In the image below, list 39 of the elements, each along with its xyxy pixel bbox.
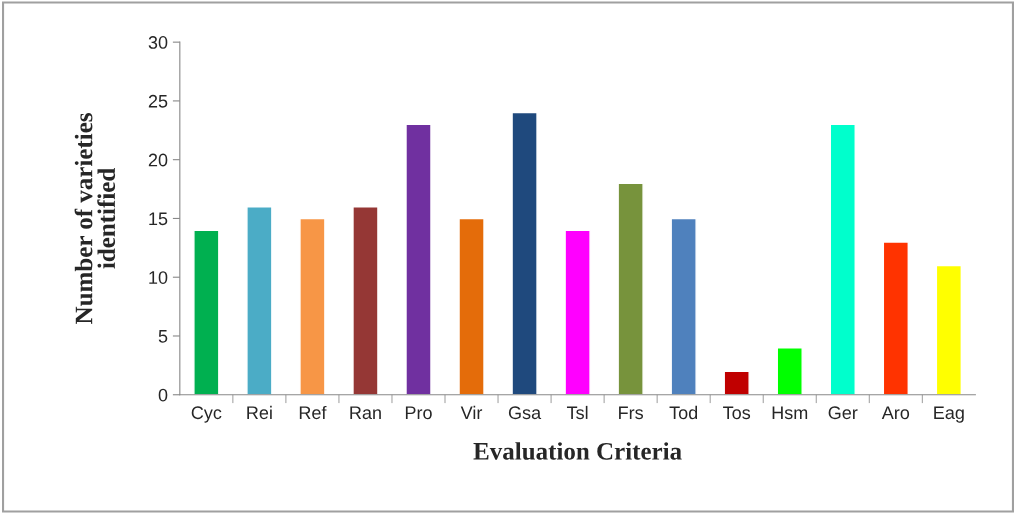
y-tick-label: 5: [158, 330, 168, 343]
bar: [617, 182, 644, 395]
x-tick-label: Ran: [350, 406, 381, 420]
bar: [193, 229, 220, 395]
bar: [776, 347, 803, 395]
x-tick-label: Tos: [723, 406, 751, 420]
x-tick-label: Gsa: [508, 406, 542, 420]
y-tick-label: 10: [149, 271, 168, 284]
y-tick-label: 15: [149, 212, 168, 226]
bar: [670, 217, 697, 395]
x-tick-label: Hsm: [772, 406, 808, 420]
bar: [829, 123, 856, 395]
bar: [511, 111, 538, 395]
x-axis-title: Evaluation Criteria: [473, 442, 682, 460]
y-tick-label: 25: [148, 94, 168, 108]
bar: [405, 123, 432, 395]
y-tick-label: 20: [148, 153, 168, 167]
x-tick-label: Vir: [460, 405, 483, 419]
bar: [299, 217, 326, 395]
bar: [564, 229, 591, 395]
x-tick-label: Frs: [619, 406, 644, 420]
x-tick-label: Aro: [881, 406, 910, 420]
x-tick-label: Eag: [934, 406, 964, 423]
y-axis-title: Number of varieties identified: [74, 113, 116, 324]
y-tick-label: 30: [148, 36, 168, 49]
x-tick-label: Rei: [247, 405, 272, 420]
x-tick-label: Cyc: [191, 406, 222, 423]
x-tick-label: Tod: [669, 405, 698, 420]
bar: [882, 241, 909, 395]
bar: [352, 206, 379, 395]
x-tick-label: Tsl: [566, 405, 588, 420]
bar: [723, 370, 750, 395]
y-tick-label: 0: [158, 388, 168, 402]
bar: [935, 264, 963, 395]
bar: [246, 206, 273, 395]
bar: [458, 217, 485, 395]
x-tick-label: Pro: [405, 406, 432, 420]
x-tick-label: Ref: [299, 405, 327, 420]
x-tick-label: Ger: [828, 406, 858, 420]
